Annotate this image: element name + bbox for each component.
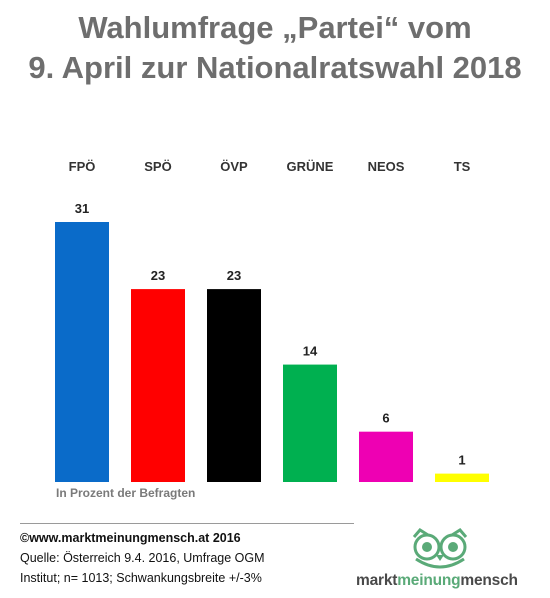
copyright-text: ©www.marktmeinungmensch.at 2016 [20,531,241,545]
data-label: 23 [227,268,241,283]
owl-icon [412,528,468,569]
title-line-2: 9. April zur Nationalratswahl 2018 [28,50,522,85]
bar [359,431,413,482]
title-line-1: Wahlumfrage „Partei“ vom [78,10,472,45]
chart-note: In Prozent der Befragten [56,486,196,500]
chart-title: Wahlumfrage „Partei“ vom 9. April zur Na… [0,8,550,88]
bar [435,473,489,482]
category-label: ÖVP [220,159,248,174]
brand-part-mensch: mensch [460,572,518,589]
source-line-2: Institut; n= 1013; Schwankungsbreite +/-… [20,571,262,585]
brand-part-markt: markt [356,572,398,589]
bar [131,289,185,482]
data-label: 6 [382,411,389,426]
brand-logo-text: marktmeinungmensch [356,572,518,590]
brand-part-meinung: meinung [397,572,461,589]
category-label: TS [454,159,471,174]
data-label: 14 [303,344,318,359]
data-label: 31 [75,201,89,216]
source-block: ©www.marktmeinungmensch.at 2016 Quelle: … [20,528,265,588]
source-line-1: Quelle: Österreich 9.4. 2016, Umfrage OG… [20,551,265,565]
bar [283,364,337,482]
category-label: NEOS [368,159,405,174]
bar [55,222,109,482]
category-label: GRÜNE [287,159,334,174]
data-label: 1 [458,453,465,468]
bar [207,289,261,482]
category-label: FPÖ [69,159,96,174]
footer-divider [20,523,354,524]
category-label: SPÖ [144,159,171,174]
bar-chart: FPÖ 31 SPÖ 23 ÖVP 23 GRÜNE 14 NEOS 6 TS 1 [55,159,489,482]
data-label: 23 [151,268,165,283]
